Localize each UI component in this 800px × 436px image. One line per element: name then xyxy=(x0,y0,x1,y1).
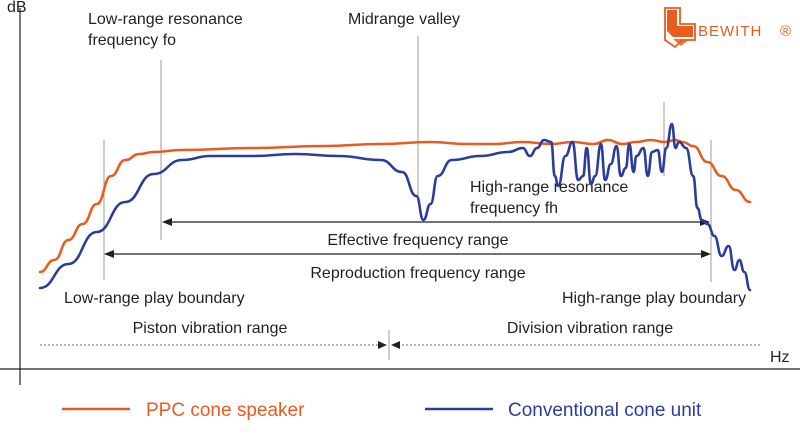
legend-label-ppc: PPC cone speaker xyxy=(146,400,305,421)
piston-range-label: Piston vibration range xyxy=(133,320,288,337)
reproduction-range-arrowhead-left xyxy=(104,250,114,258)
low-play-boundary-label: Low-range play boundary xyxy=(64,290,245,307)
reproduction-range-label: Reproduction frequency range xyxy=(310,265,525,282)
effective-range-label: Effective frequency range xyxy=(327,232,508,249)
y-axis-label: dB xyxy=(7,0,27,16)
midrange-valley-label: Midrange valley xyxy=(348,11,460,28)
bewith-logo-mark xyxy=(664,7,696,49)
bewith-logo: BEWITH ® xyxy=(664,7,792,49)
effective-range-arrowhead-left xyxy=(162,218,172,226)
high-play-boundary-label: High-range play boundary xyxy=(562,290,746,307)
legend: PPC cone speaker Conventional cone unit xyxy=(62,400,702,421)
high-resonance-label-line2: frequency fh xyxy=(470,200,558,217)
piston-range-arrowhead xyxy=(378,341,387,349)
brand-mark: ® xyxy=(780,23,792,40)
division-range-arrowhead xyxy=(391,341,400,349)
x-axis-label: Hz xyxy=(770,349,790,366)
brand-name: BEWITH xyxy=(698,23,762,40)
series-layer xyxy=(38,122,752,292)
low-resonance-label-line2: frequency fo xyxy=(88,32,176,49)
high-resonance-label-line1: High-range resonance xyxy=(470,179,628,196)
legend-label-conventional: Conventional cone unit xyxy=(508,400,702,421)
series-line-conventional xyxy=(38,122,752,292)
series-line-ppc xyxy=(38,138,752,274)
division-range-label: Division vibration range xyxy=(507,320,673,337)
reproduction-range-arrowhead-right xyxy=(701,250,711,258)
low-resonance-label-line1: Low-range resonance xyxy=(88,11,243,28)
